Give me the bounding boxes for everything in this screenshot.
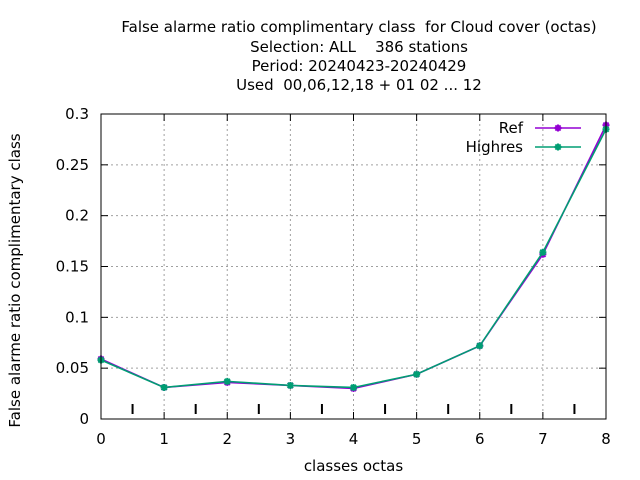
chart-title-line-4: Used 00,06,12,18 + 01 02 ... 12 [236, 76, 482, 94]
y-tick-labels: 0 0.05 0.1 0.15 0.2 0.25 0.3 [56, 105, 89, 428]
y-axis-label: False alarme ratio complimentary class [6, 133, 24, 427]
x-tick-labels: 0 1 2 3 4 5 6 7 8 [96, 430, 611, 448]
data-point-highres [539, 248, 547, 256]
legend-label-highres: Highres [466, 138, 524, 156]
y-tick-label: 0.1 [65, 308, 89, 326]
y-tick-label: 0.3 [65, 105, 89, 123]
plot-frame [100, 113, 607, 420]
y-tick-label: 0 [79, 410, 89, 428]
y-tick-label: 0.15 [56, 258, 89, 276]
x-tick-label: 8 [601, 430, 611, 448]
legend-marker-highres [554, 143, 562, 151]
data-point-highres [160, 383, 168, 391]
x-tick-label: 4 [349, 430, 359, 448]
chart-title-line-2: Selection: ALL 386 stations [250, 38, 468, 56]
x-tick-label: 0 [96, 430, 106, 448]
x-tick-label: 6 [475, 430, 485, 448]
series [97, 121, 610, 392]
data-point-highres [476, 342, 484, 350]
x-tick-label: 5 [412, 430, 422, 448]
grid [101, 114, 606, 419]
legend-marker-ref [554, 124, 562, 132]
x-tick-label: 1 [159, 430, 169, 448]
y-tick-label: 0.05 [56, 359, 89, 377]
series-line-highres [100, 128, 607, 389]
x-tick-label: 3 [286, 430, 296, 448]
data-point-highres [413, 370, 421, 378]
data-point-highres [286, 381, 294, 389]
chart-title-line-3: Period: 20240423-20240429 [251, 57, 467, 75]
data-point-highres [350, 383, 357, 391]
y-tick-label: 0.25 [56, 156, 89, 174]
chart-title-line-1: False alarme ratio complimentary class f… [121, 18, 597, 36]
legend-label-ref: Ref [499, 119, 524, 137]
x-tick-label: 2 [222, 430, 232, 448]
data-point-highres [223, 377, 231, 385]
y-tick-label: 0.2 [65, 207, 89, 225]
x-tick-label: 7 [538, 430, 548, 448]
x-axis-label: classes octas [304, 457, 404, 475]
